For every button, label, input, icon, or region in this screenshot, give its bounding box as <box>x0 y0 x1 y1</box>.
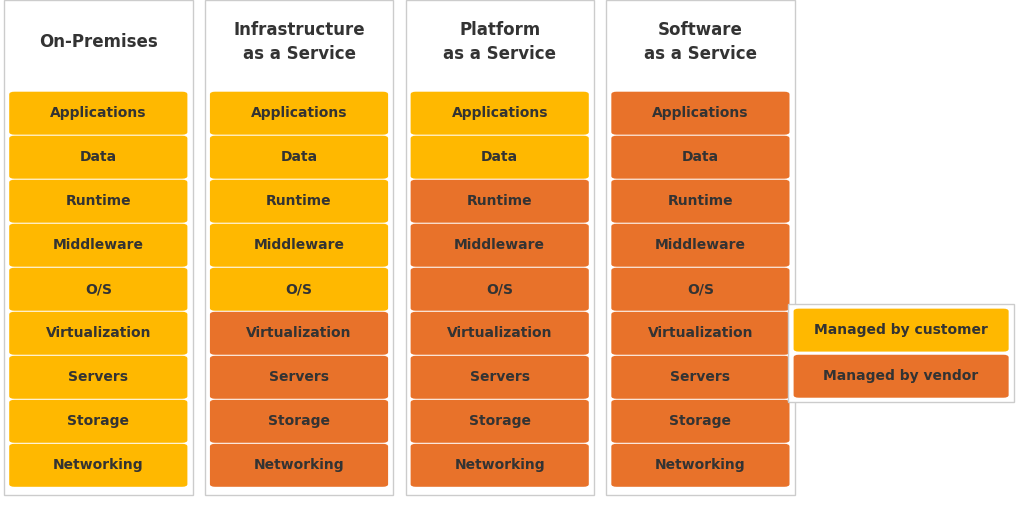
FancyBboxPatch shape <box>606 0 795 495</box>
FancyBboxPatch shape <box>411 136 589 179</box>
FancyBboxPatch shape <box>411 92 589 135</box>
FancyBboxPatch shape <box>9 444 187 487</box>
Text: Runtime: Runtime <box>266 194 332 208</box>
FancyBboxPatch shape <box>210 224 388 267</box>
FancyBboxPatch shape <box>611 400 790 443</box>
Text: Applications: Applications <box>251 106 347 120</box>
Text: Networking: Networking <box>455 458 545 472</box>
Text: O/S: O/S <box>85 282 112 296</box>
FancyBboxPatch shape <box>210 400 388 443</box>
FancyBboxPatch shape <box>411 268 589 311</box>
Text: Networking: Networking <box>254 458 344 472</box>
Text: Middleware: Middleware <box>254 238 344 252</box>
Text: Servers: Servers <box>69 370 128 384</box>
FancyBboxPatch shape <box>210 92 388 135</box>
Text: Applications: Applications <box>652 106 749 120</box>
FancyBboxPatch shape <box>210 356 388 399</box>
FancyBboxPatch shape <box>205 0 393 495</box>
Text: Managed by customer: Managed by customer <box>814 323 988 337</box>
FancyBboxPatch shape <box>9 356 187 399</box>
FancyBboxPatch shape <box>411 224 589 267</box>
Text: Virtualization: Virtualization <box>647 326 754 340</box>
Text: Networking: Networking <box>655 458 745 472</box>
Text: Middleware: Middleware <box>53 238 143 252</box>
Text: Data: Data <box>481 150 518 164</box>
Text: Storage: Storage <box>68 414 129 428</box>
FancyBboxPatch shape <box>406 0 594 495</box>
Text: Data: Data <box>682 150 719 164</box>
FancyBboxPatch shape <box>611 356 790 399</box>
FancyBboxPatch shape <box>611 312 790 355</box>
FancyBboxPatch shape <box>611 180 790 223</box>
FancyBboxPatch shape <box>210 312 388 355</box>
Text: O/S: O/S <box>486 282 513 296</box>
FancyBboxPatch shape <box>611 224 790 267</box>
Text: Servers: Servers <box>671 370 730 384</box>
Text: Servers: Servers <box>269 370 329 384</box>
FancyBboxPatch shape <box>794 355 1009 398</box>
FancyBboxPatch shape <box>411 356 589 399</box>
Text: Middleware: Middleware <box>455 238 545 252</box>
FancyBboxPatch shape <box>210 268 388 311</box>
FancyBboxPatch shape <box>9 136 187 179</box>
Text: Data: Data <box>80 150 117 164</box>
Text: Runtime: Runtime <box>668 194 733 208</box>
Text: Virtualization: Virtualization <box>446 326 553 340</box>
Text: Runtime: Runtime <box>66 194 131 208</box>
Text: Runtime: Runtime <box>467 194 532 208</box>
FancyBboxPatch shape <box>611 92 790 135</box>
Text: Infrastructure
as a Service: Infrastructure as a Service <box>233 21 365 63</box>
Text: Virtualization: Virtualization <box>45 326 152 340</box>
FancyBboxPatch shape <box>411 180 589 223</box>
FancyBboxPatch shape <box>794 309 1009 352</box>
FancyBboxPatch shape <box>4 0 193 495</box>
FancyBboxPatch shape <box>9 268 187 311</box>
Text: Storage: Storage <box>469 414 530 428</box>
Text: O/S: O/S <box>286 282 312 296</box>
FancyBboxPatch shape <box>210 180 388 223</box>
Text: Applications: Applications <box>452 106 548 120</box>
Text: Networking: Networking <box>53 458 143 472</box>
FancyBboxPatch shape <box>210 136 388 179</box>
FancyBboxPatch shape <box>9 400 187 443</box>
Text: Managed by vendor: Managed by vendor <box>823 369 979 383</box>
Text: Servers: Servers <box>470 370 529 384</box>
FancyBboxPatch shape <box>9 312 187 355</box>
Text: O/S: O/S <box>687 282 714 296</box>
FancyBboxPatch shape <box>9 224 187 267</box>
Text: Storage: Storage <box>268 414 330 428</box>
FancyBboxPatch shape <box>411 400 589 443</box>
Text: Virtualization: Virtualization <box>246 326 352 340</box>
FancyBboxPatch shape <box>611 444 790 487</box>
FancyBboxPatch shape <box>210 444 388 487</box>
FancyBboxPatch shape <box>9 92 187 135</box>
FancyBboxPatch shape <box>611 136 790 179</box>
FancyBboxPatch shape <box>411 312 589 355</box>
FancyBboxPatch shape <box>9 180 187 223</box>
FancyBboxPatch shape <box>611 268 790 311</box>
Text: Middleware: Middleware <box>655 238 745 252</box>
Text: Software
as a Service: Software as a Service <box>644 21 757 63</box>
Text: Data: Data <box>281 150 317 164</box>
FancyBboxPatch shape <box>411 444 589 487</box>
Text: Platform
as a Service: Platform as a Service <box>443 21 556 63</box>
Text: On-Premises: On-Premises <box>39 33 158 51</box>
Text: Storage: Storage <box>670 414 731 428</box>
Text: Applications: Applications <box>50 106 146 120</box>
FancyBboxPatch shape <box>788 304 1014 402</box>
